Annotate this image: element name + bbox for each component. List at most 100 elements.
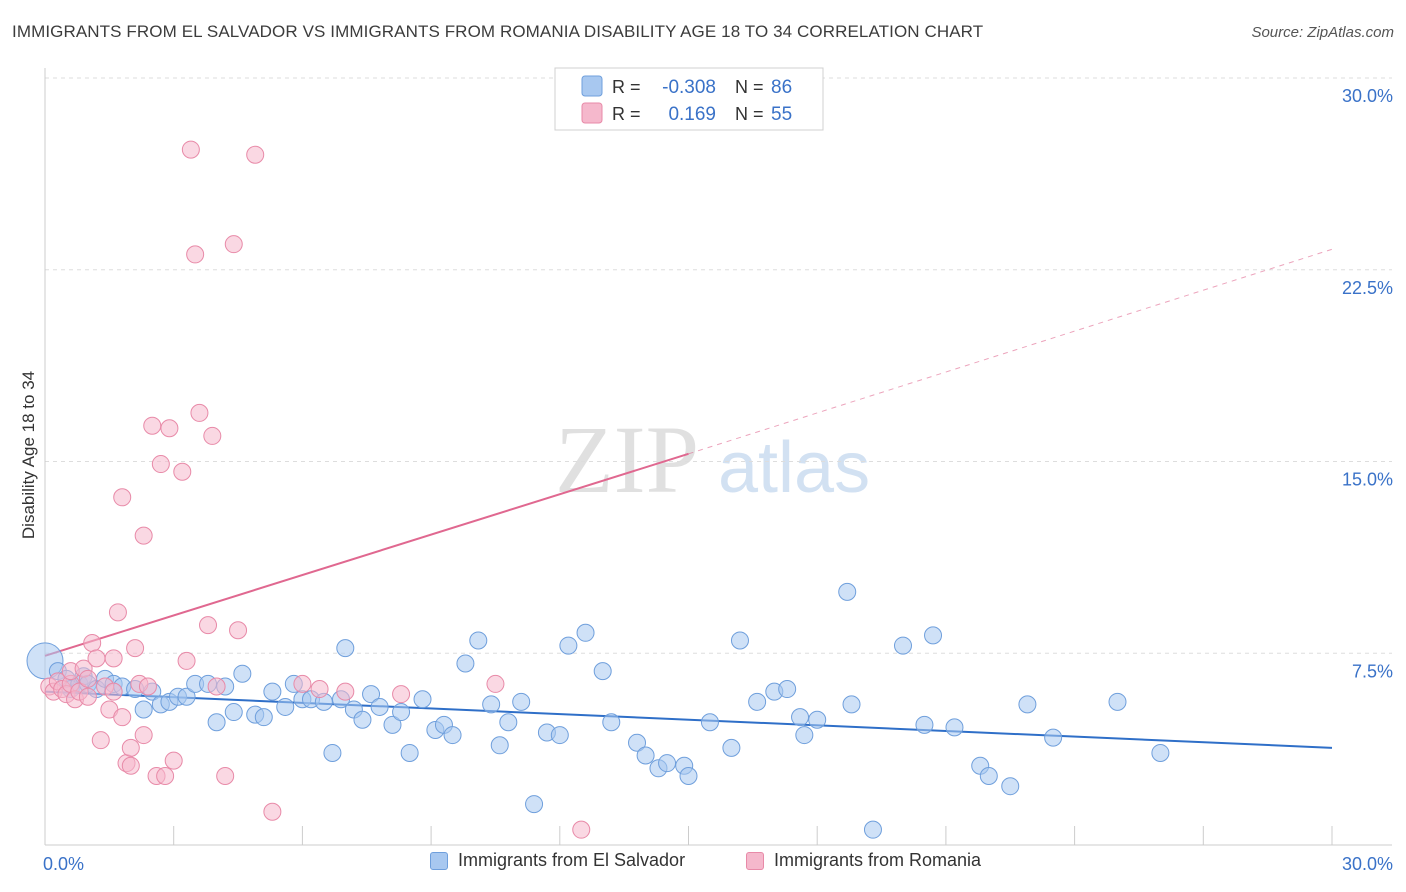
point-el-salvador-79 [924,626,943,645]
trend-line-romania-extension [688,248,1333,455]
point-romania-18 [104,649,123,668]
point-el-salvador-12 [134,700,153,719]
point-el-salvador-65 [700,713,719,732]
point-el-salvador-66 [722,738,741,757]
point-romania-11 [78,687,97,706]
point-el-salvador-67 [730,631,749,650]
point-romania-28 [134,526,153,545]
point-romania-19 [108,603,127,622]
point-romania-13 [87,649,106,668]
point-romania-25 [126,639,145,658]
legend-n-label-1: N = [735,77,764,97]
point-el-salvador-78 [915,715,934,734]
y-tick-label-1: 15.0% [1342,470,1393,490]
point-romania-39 [186,245,205,264]
point-romania-20 [113,708,132,727]
grid-lines [45,77,1392,654]
point-el-salvador-36 [353,710,372,729]
tick-labels: 7.5% 15.0% 22.5% 30.0% 0.0% 30.0% [43,86,1393,874]
point-el-salvador-48 [482,695,501,714]
point-romania-12 [83,634,102,653]
point-el-salvador-45 [443,726,462,745]
point-romania-47 [246,145,265,164]
point-el-salvador-70 [778,680,797,699]
watermark-zip: ZIP [555,406,699,513]
point-el-salvador-49 [490,736,509,755]
point-romania-41 [199,616,218,635]
point-romania-46 [229,621,248,640]
point-el-salvador-47 [469,631,488,650]
point-el-salvador-77 [894,636,912,655]
point-romania-53 [486,674,505,693]
y-tick-label-3: 30.0% [1342,86,1393,106]
point-romania-38 [181,140,200,159]
point-el-salvador-23 [233,664,252,683]
chart-title: IMMIGRANTS FROM EL SALVADOR VS IMMIGRANT… [12,22,984,41]
point-romania-21 [113,488,132,507]
point-el-salvador-20 [207,713,226,732]
point-el-salvador-82 [979,766,998,785]
point-el-salvador-50 [499,713,518,732]
point-el-salvador-25 [254,708,273,727]
point-romania-36 [173,462,192,481]
legend-top: R = -0.308 N = 86 R = 0.169 N = 55 [554,67,824,131]
point-el-salvador-56 [576,623,595,642]
point-el-salvador-54 [550,726,569,745]
legend-item-romania: Immigrants from Romania [746,850,981,871]
y-tick-label-0: 7.5% [1352,661,1393,681]
legend-bottom: Immigrants from El Salvador Immigrants f… [0,850,1406,880]
legend-swatch-el-salvador [430,851,448,870]
point-romania-51 [336,682,355,701]
point-el-salvador-85 [1044,728,1063,747]
point-el-salvador-57 [593,662,612,681]
point-romania-37 [177,651,196,670]
point-romania-23 [121,738,140,757]
point-el-salvador-32 [323,743,342,762]
chart-source: Source: ZipAtlas.com [1251,24,1394,41]
trend-line-romania [44,452,689,657]
point-el-salvador-71 [791,708,810,727]
point-romania-40 [190,403,209,422]
legend-top-swatch-blue [581,75,603,97]
trend-line-el-salvador [44,690,1333,749]
point-el-salvador-68 [748,692,767,711]
legend-label-el-salvador: Immigrants from El Salvador [458,850,686,870]
point-romania-49 [293,674,312,693]
point-romania-33 [156,766,175,785]
point-el-salvador-72 [795,726,814,745]
point-romania-50 [310,680,329,699]
data-points [26,140,1170,839]
point-romania-17 [104,682,123,701]
point-romania-27 [134,726,153,745]
legend-label-romania: Immigrants from Romania [774,850,982,870]
point-el-salvador-59 [628,733,647,752]
point-el-salvador-17 [177,687,196,706]
legend-n-value-2: 55 [771,104,792,125]
legend-item-el-salvador: Immigrants from El Salvador [430,850,685,871]
point-romania-35 [164,751,183,770]
point-romania-24 [121,756,140,775]
point-el-salvador-58 [602,713,621,732]
legend-top-swatch-pink [581,102,603,124]
trend-lines [44,248,1333,749]
legend-r-value-2: 0.169 [668,104,716,125]
legend-n-label-2: N = [735,104,764,124]
point-el-salvador-64 [679,766,698,785]
point-romania-42 [203,426,222,445]
point-el-salvador-87 [1151,743,1170,762]
point-el-salvador-46 [456,654,475,673]
legend-r-label-2: R = [612,104,641,124]
point-el-salvador-27 [276,697,295,716]
point-el-salvador-42 [413,690,432,709]
y-axis-label: Disability Age 18 to 34 [19,371,38,539]
point-romania-45 [224,235,243,254]
point-el-salvador-34 [336,639,355,658]
point-el-salvador-75 [842,695,861,714]
point-romania-48 [263,802,282,821]
point-el-salvador-51 [512,692,531,711]
point-romania-32 [151,455,170,474]
point-el-salvador-74 [838,582,857,601]
point-romania-14 [91,731,110,750]
watermark-atlas: atlas [718,428,870,508]
